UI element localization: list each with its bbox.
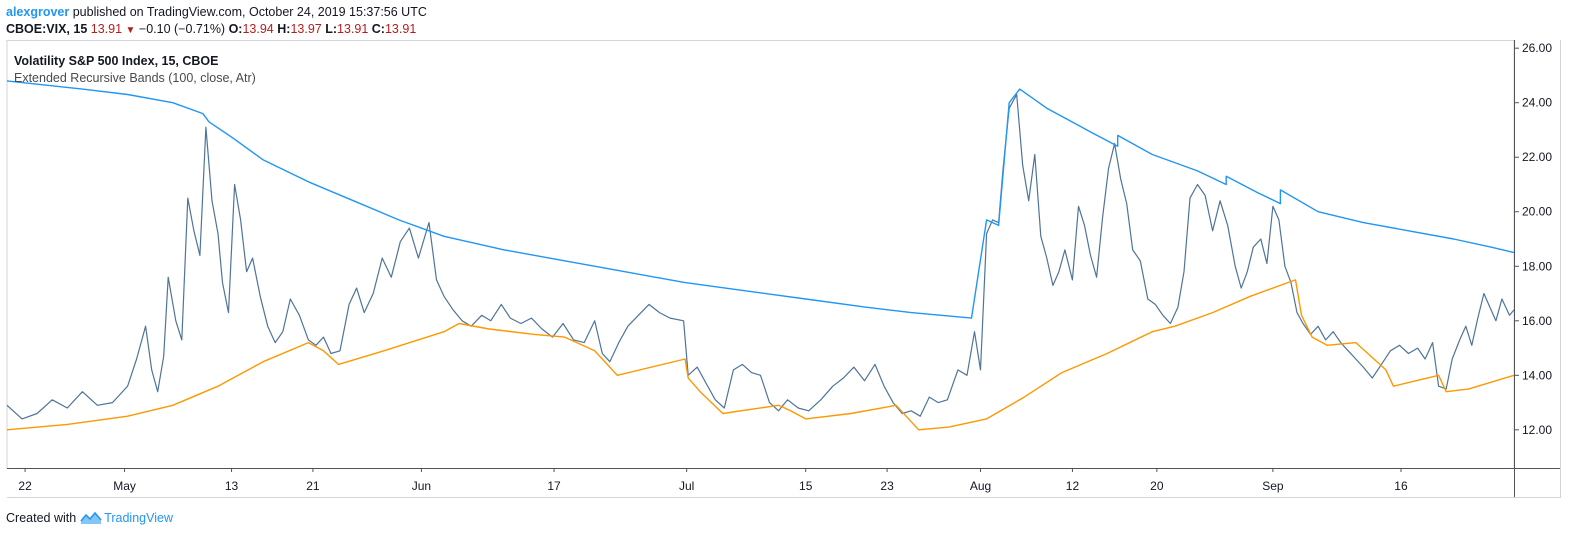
chart-series: [6, 80, 1515, 431]
created-with-label: Created with: [6, 511, 77, 525]
close-value: 13.91: [384, 22, 417, 36]
x-tick-label: Jul: [679, 479, 694, 493]
author-link[interactable]: alexgrover: [6, 5, 70, 19]
publication-line: alexgrover published on TradingView.com,…: [6, 5, 427, 19]
chart-legend-title: Volatility S&P 500 Index, 15, CBOE: [14, 54, 219, 68]
tradingview-logo-icon: [80, 511, 102, 524]
x-tick-label: 22: [18, 479, 32, 493]
y-tick-label: 14.00: [1522, 368, 1552, 382]
x-tick-label: 17: [547, 479, 561, 493]
price-change: −0.10 (−0.71%): [138, 22, 226, 36]
price-axis[interactable]: 12.00 14.00 16.00 18.00 20.00 22.00 24.00 26.00: [1514, 40, 1561, 498]
down-arrow-icon: ▼: [125, 25, 136, 36]
y-tick-label: 20.00: [1522, 205, 1552, 219]
price-chart[interactable]: 12.00 14.00 16.00 18.00 20.00 22.00 24.00 26.00…: [0, 40, 1569, 500]
open-label: O:: [228, 22, 243, 36]
x-tick-label: Sep: [1262, 479, 1284, 493]
y-tick-label: 22.00: [1522, 150, 1552, 164]
y-tick-label: 18.00: [1522, 259, 1552, 273]
high-label: H:: [277, 22, 291, 36]
x-tick-label: May: [113, 479, 136, 493]
published-text: published on TradingView.com, October 24…: [69, 5, 427, 19]
y-tick-label: 24.00: [1522, 96, 1552, 110]
x-tick-label: Aug: [970, 479, 991, 493]
x-tick-label: 23: [880, 479, 894, 493]
low-value: 13.91: [337, 22, 369, 36]
upper-band-line: [6, 80, 1515, 319]
y-tick-label: 16.00: [1522, 314, 1552, 328]
low-label: L:: [325, 22, 338, 36]
last-price: 13.91: [90, 22, 123, 36]
symbol-label: CBOE:VIX, 15: [6, 22, 88, 36]
indicator-legend[interactable]: Extended Recursive Bands (100, close, At…: [14, 71, 256, 85]
x-tick-label: 16: [1394, 479, 1408, 493]
time-axis[interactable]: 22 May 13 21 Jun 17 Jul 15 23 Aug 12 20 Sep 16: [7, 468, 1560, 498]
x-tick-label: 15: [799, 479, 813, 493]
footer: Created with TradingView: [6, 511, 173, 525]
tradingview-link[interactable]: TradingView: [104, 511, 173, 525]
x-tick-label: 20: [1150, 479, 1164, 493]
high-value: 13.97: [290, 22, 322, 36]
close-label: C:: [371, 22, 385, 36]
y-tick-label: 26.00: [1522, 41, 1552, 55]
x-tick-label: Jun: [412, 479, 431, 493]
price-line: [6, 93, 1515, 420]
lower-band-line: [6, 279, 1515, 431]
open-value: 13.94: [242, 22, 274, 36]
plot-frame: [6, 40, 1515, 469]
chart-grid: [6, 40, 1515, 469]
x-tick-label: 12: [1066, 479, 1080, 493]
x-tick-label: 21: [306, 479, 320, 493]
y-tick-label: 12.00: [1522, 423, 1552, 437]
quote-bar: CBOE:VIX, 15 13.91 ▼ −0.10 (−0.71%) O:13…: [6, 22, 416, 36]
x-tick-label: 13: [225, 479, 239, 493]
